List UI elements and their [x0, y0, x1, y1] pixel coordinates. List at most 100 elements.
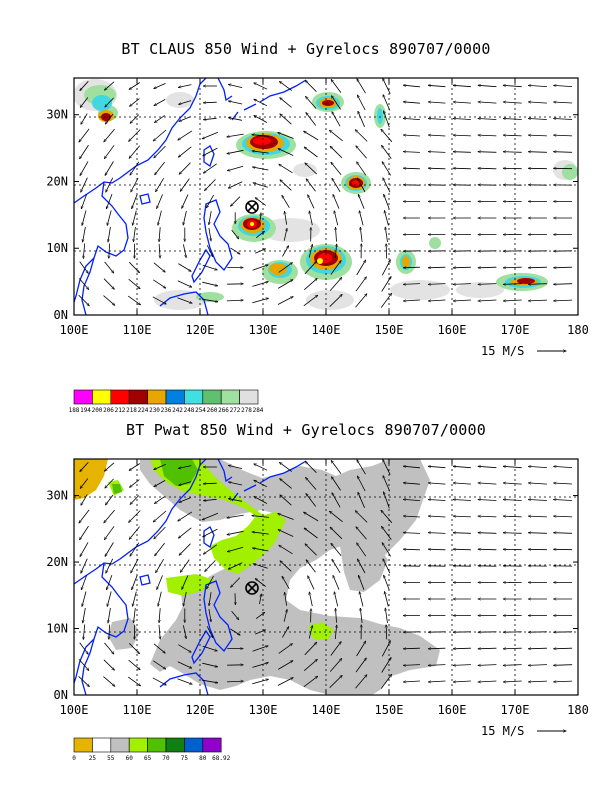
wind-vector	[252, 151, 269, 154]
wind-vector	[132, 194, 138, 209]
wind-vector	[227, 530, 244, 534]
wind-vector	[283, 609, 287, 622]
wind-vector	[478, 516, 497, 517]
wind-vector	[478, 549, 497, 550]
wind-vector	[282, 576, 290, 589]
wind-vector	[280, 479, 292, 489]
wind-vector	[107, 210, 112, 226]
colorbar-swatch	[220, 389, 240, 405]
wind-vector	[357, 476, 366, 492]
wind-vector	[231, 229, 239, 239]
wind-vector	[183, 591, 187, 606]
wind-vector	[156, 194, 163, 208]
wind-vector	[130, 114, 140, 124]
wind-vector	[79, 642, 89, 655]
wind-vector	[478, 152, 497, 153]
wind-vector	[80, 161, 89, 175]
wind-vector	[356, 527, 367, 540]
coastline-hainan	[139, 193, 151, 205]
wind-vector	[503, 135, 522, 136]
wind-vector	[357, 543, 367, 557]
wind-vector	[203, 498, 217, 500]
panel2-plot: 100E 110E 120E 130E 140E 150E 160E 170E 180 0N 10N…	[46, 458, 589, 762]
wind-vector	[80, 144, 89, 159]
colorbar-swatch	[128, 737, 148, 753]
wind-vector	[403, 102, 420, 104]
cloud-fringe	[293, 163, 317, 177]
wind-vector	[227, 133, 244, 137]
colorbar-swatch	[110, 389, 130, 405]
colorbar-label: 284	[253, 407, 264, 414]
wind-vector	[178, 146, 192, 157]
wind-vector	[554, 466, 573, 467]
wind-vector	[252, 298, 268, 304]
wind-vector	[254, 464, 268, 471]
wind-vector	[357, 162, 367, 176]
wind-vector	[158, 210, 162, 226]
wind-vector	[503, 119, 522, 120]
x-tick-label: 180	[567, 323, 589, 337]
x-tick-label: 100E	[60, 323, 89, 337]
coastline-peninsula	[81, 257, 95, 315]
wind-vector	[528, 516, 547, 517]
wind-vector	[203, 483, 217, 484]
wind-vector	[428, 168, 446, 169]
wind-vector	[503, 267, 522, 268]
wind-vector	[279, 81, 293, 91]
colorbar-label: 55	[107, 755, 115, 762]
wind-vector	[554, 533, 573, 534]
x-tick-label: 130E	[249, 323, 278, 337]
wind-vector	[308, 576, 315, 590]
wind-vector	[428, 135, 446, 136]
colorbar-label: 212	[115, 407, 126, 414]
wind-vector	[108, 226, 111, 242]
wind-vector	[357, 178, 366, 193]
wind-vector	[154, 496, 166, 503]
wind-vector	[107, 574, 113, 590]
wind-vector	[178, 465, 192, 469]
wind-vector	[356, 641, 366, 657]
wind-vector	[331, 96, 341, 110]
wind-vector	[528, 135, 547, 136]
y-tick-label: 10N	[46, 622, 68, 636]
pwat-region-55	[340, 540, 388, 592]
colorbar-label: 200	[92, 407, 103, 414]
wind-vector	[203, 163, 217, 173]
wind-vector	[554, 152, 573, 153]
wind-vector	[255, 612, 265, 620]
coastline-peninsula	[81, 638, 95, 695]
wind-vector	[129, 145, 141, 159]
wind-vector	[478, 284, 497, 285]
wind-vector	[304, 261, 317, 275]
cloud-core	[517, 278, 535, 284]
wind-vector	[453, 119, 471, 120]
wind-vector	[105, 97, 114, 107]
wind-vector	[503, 483, 522, 484]
x-tick-label: 110E	[123, 703, 152, 717]
wind-vector	[105, 542, 114, 557]
wind-vector	[382, 95, 391, 111]
wind-vector	[453, 284, 471, 285]
wind-vector	[305, 80, 317, 92]
wind-vector	[134, 608, 136, 623]
coastline-palawan	[191, 248, 211, 284]
wind-vector	[403, 168, 420, 169]
wind-vector	[103, 676, 115, 687]
wind-vector	[277, 661, 293, 670]
wind-vector	[453, 648, 471, 649]
wind-vector	[228, 499, 243, 502]
wind-vector	[503, 300, 522, 301]
cloud-region	[562, 164, 578, 180]
wind-vector	[253, 564, 268, 569]
panel1-plot: 100E 110E 120E 130E 140E 150E 160E 170E 180 0N 10N…	[46, 77, 589, 414]
colorbar-label: 230	[149, 407, 160, 414]
panel2-grid	[74, 459, 578, 695]
wind-vector	[336, 608, 337, 623]
panel2-axes: 100E 110E 120E 130E 140E 150E 160E 170E 180 0N 10N…	[46, 459, 589, 717]
wind-vector	[278, 644, 293, 654]
wind-vector	[355, 511, 368, 523]
wind-vector	[528, 152, 547, 153]
colorbar-swatch	[110, 737, 130, 753]
wind-vector	[178, 511, 193, 521]
wind-vector	[360, 227, 363, 242]
